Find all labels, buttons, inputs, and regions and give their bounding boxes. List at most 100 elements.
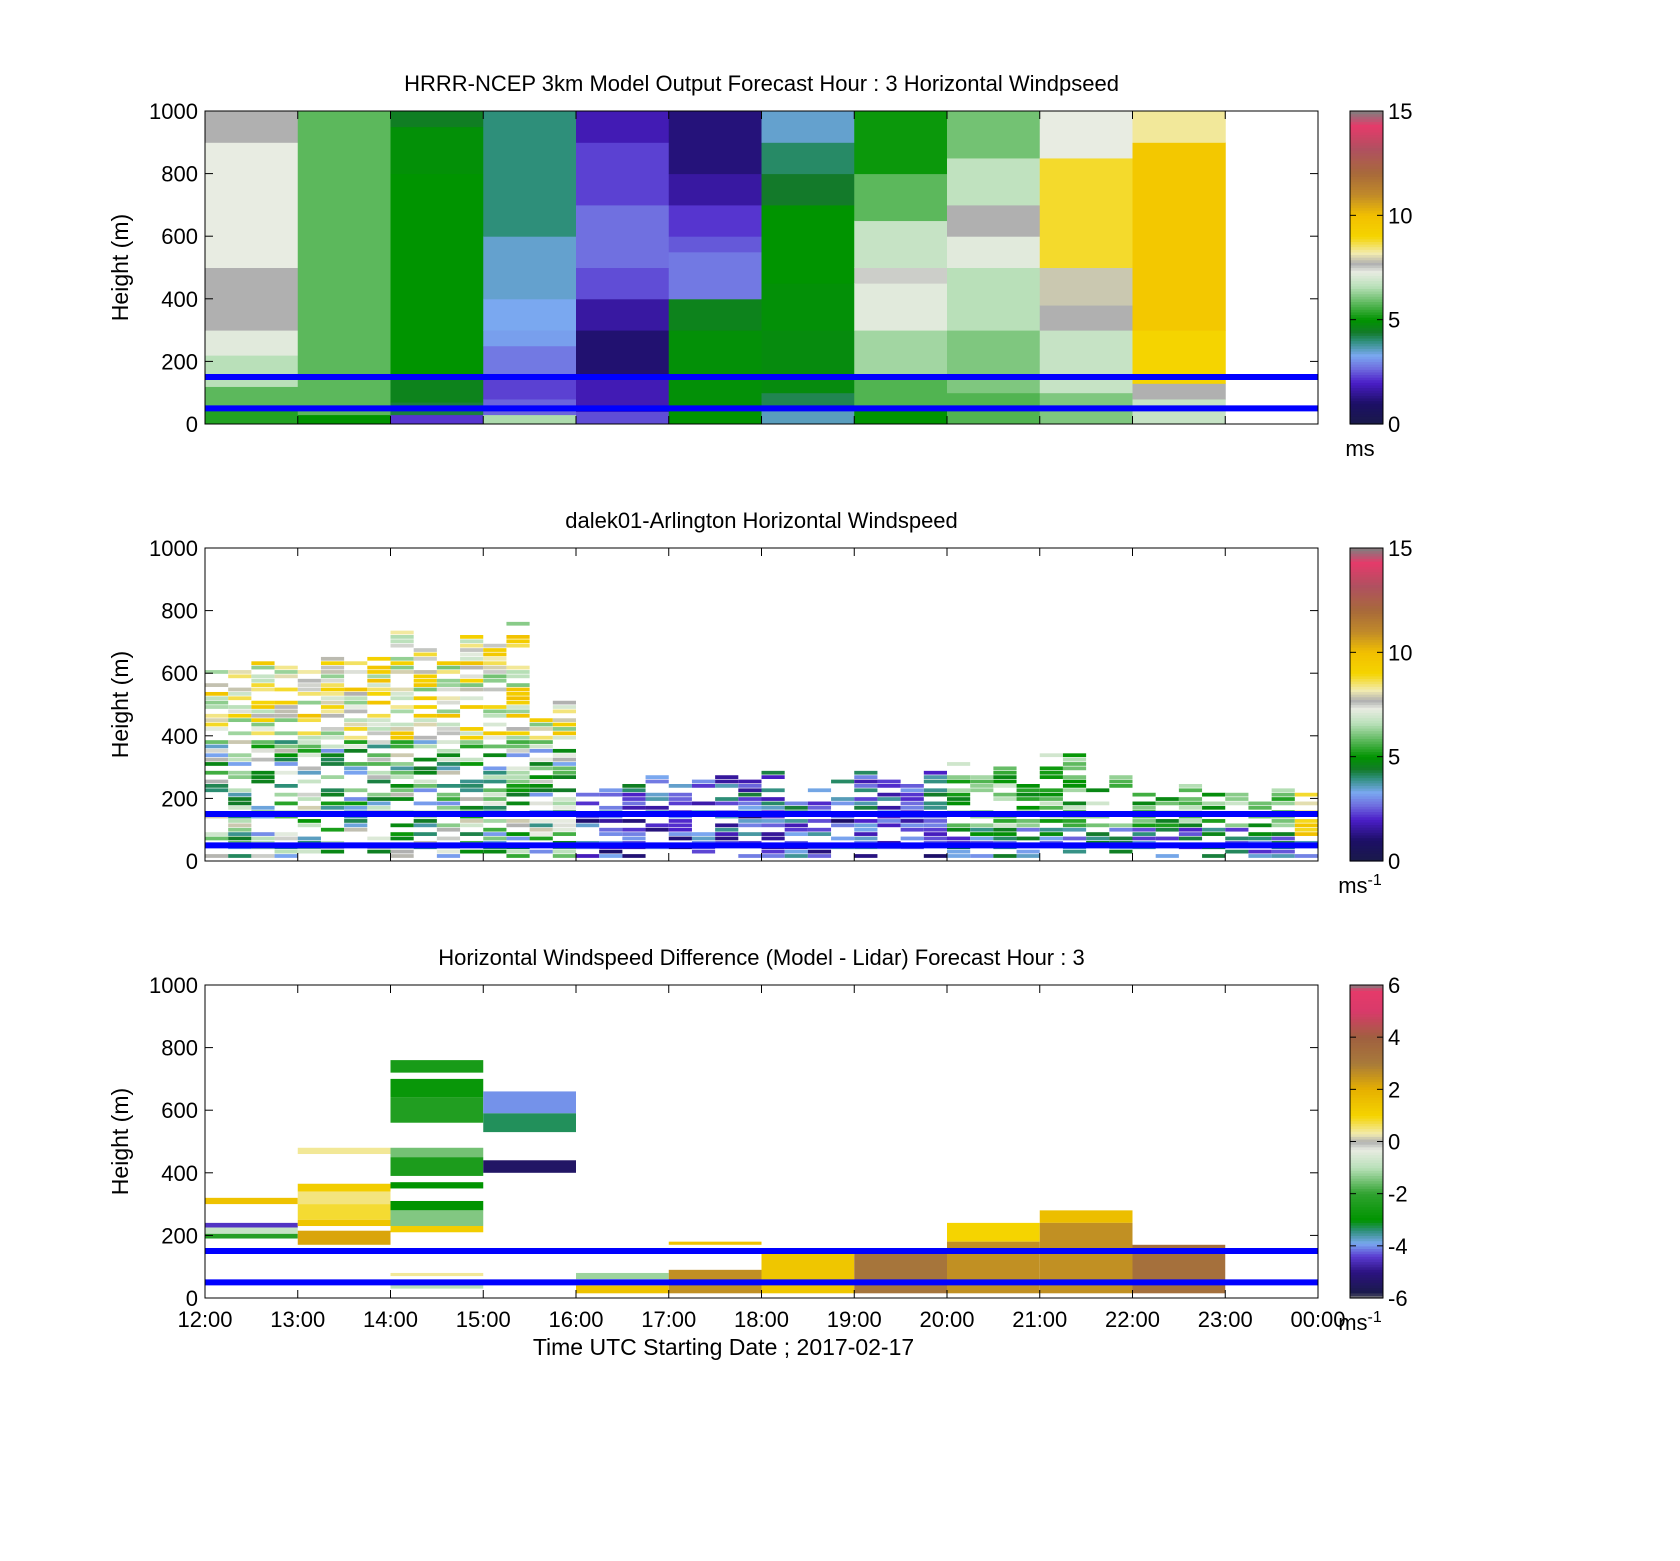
model-cell [1039,111,1133,159]
colorbar-swatch [1350,985,1383,989]
lidar-cell [1202,805,1226,810]
lidar-cell [436,770,461,775]
model-cell [947,330,1041,394]
lidar-cell [413,718,437,723]
colorbar-swatch [1350,1102,1383,1106]
lidar-cell [1178,801,1203,806]
lidar-cell [1086,823,1110,828]
lidar-cell [228,770,252,775]
lidar-cell [205,757,229,762]
lidar-cell [576,792,600,797]
lidar-cell [483,766,507,771]
lidar-cell [205,762,229,766]
lidar-cell [854,784,878,788]
chart-title: Horizontal Windspeed Difference (Model -… [438,945,1084,970]
lidar-cell [460,678,484,683]
lidar-cell [483,670,507,674]
model-cell [483,298,577,331]
lidar-cell [251,748,275,753]
lidar-cell [1132,823,1156,828]
lidar-cell [1132,819,1156,823]
lidar-cell [1178,832,1203,836]
lidar-cell [367,656,391,661]
y-axis-label: Height (m) [107,214,133,321]
lidar-cell [205,779,229,784]
lidar-cell [576,819,600,823]
lidar-cell [784,849,808,854]
model-cell [390,173,484,378]
lidar-cell [297,744,321,749]
colorbar-swatch [1350,400,1383,404]
colorbar-swatch [1350,1269,1383,1273]
lidar-cell [344,735,368,740]
lidar-cell [483,797,507,801]
lidar-cell [1039,766,1063,771]
lidar-cell [1225,827,1249,832]
colorbar-swatch [1350,1024,1383,1028]
y-axis-label: Height (m) [107,1088,133,1195]
lidar-cell [483,819,507,823]
lidar-cell [251,727,275,731]
lidar-cell [483,805,507,810]
lidar-cell [622,801,646,806]
lidar-cell [274,700,298,705]
colorbar-swatch [1350,1047,1383,1051]
colorbar-swatch [1350,811,1383,815]
lidar-cell [205,691,229,696]
lidar-cell [390,727,414,731]
lidar-cell [900,805,924,810]
lidar-cell [413,656,437,661]
colorbar-swatch [1350,168,1383,172]
colorbar-swatch [1350,1118,1383,1122]
lidar-cell [460,788,484,793]
lidar-cell [854,819,878,823]
lidar-cell [367,836,391,841]
lidar-cell [436,696,461,701]
lidar-cell [297,670,321,674]
lidar-cell [715,827,739,832]
lidar-cell [413,779,437,784]
lidar-cell [344,766,368,771]
lidar-cell [228,854,252,858]
colorbar-swatch [1350,662,1383,666]
lidar-cell [344,727,368,731]
lidar-cell [1155,854,1179,858]
lidar-cell [1109,775,1133,779]
colorbar-swatch [1350,204,1383,209]
lidar-cell [1248,854,1272,858]
colorbar-swatch [1350,309,1383,313]
lidar-cell [807,832,832,836]
lidar-cell [923,805,947,810]
lidar-cell [390,770,414,775]
lidar-cell [1062,849,1087,854]
lidar-cell [576,823,600,828]
colorbar-swatch [1350,335,1383,339]
colorbar-swatch [1350,1180,1383,1184]
lidar-cell [947,797,971,801]
lidar-cell [1294,827,1318,832]
lidar-cell [691,836,716,841]
lidar-cell [1016,854,1040,858]
lidar-cell [367,801,391,806]
lidar-cell [645,792,669,797]
lidar-cell [297,819,321,823]
colorbar-swatch [1350,1050,1383,1054]
lidar-cell [1109,827,1133,832]
lidar-cell [506,849,530,854]
lidar-cell [297,748,321,753]
lidar-cell [483,744,507,749]
lidar-cell [436,687,461,692]
lidar-cell [251,740,275,744]
lidar-cell [1086,801,1110,806]
model-cell [205,111,299,143]
colorbar-swatch [1350,576,1383,580]
model-cell [668,330,762,409]
colorbar-swatch [1350,738,1383,742]
lidar-cell [1109,836,1133,841]
lidar-cell [506,683,530,687]
lidar-cell [1016,823,1040,828]
lidar-cell [807,788,832,793]
lidar-cell [715,779,739,784]
lidar-cell [390,775,414,779]
colorbar-swatch [1350,730,1383,734]
